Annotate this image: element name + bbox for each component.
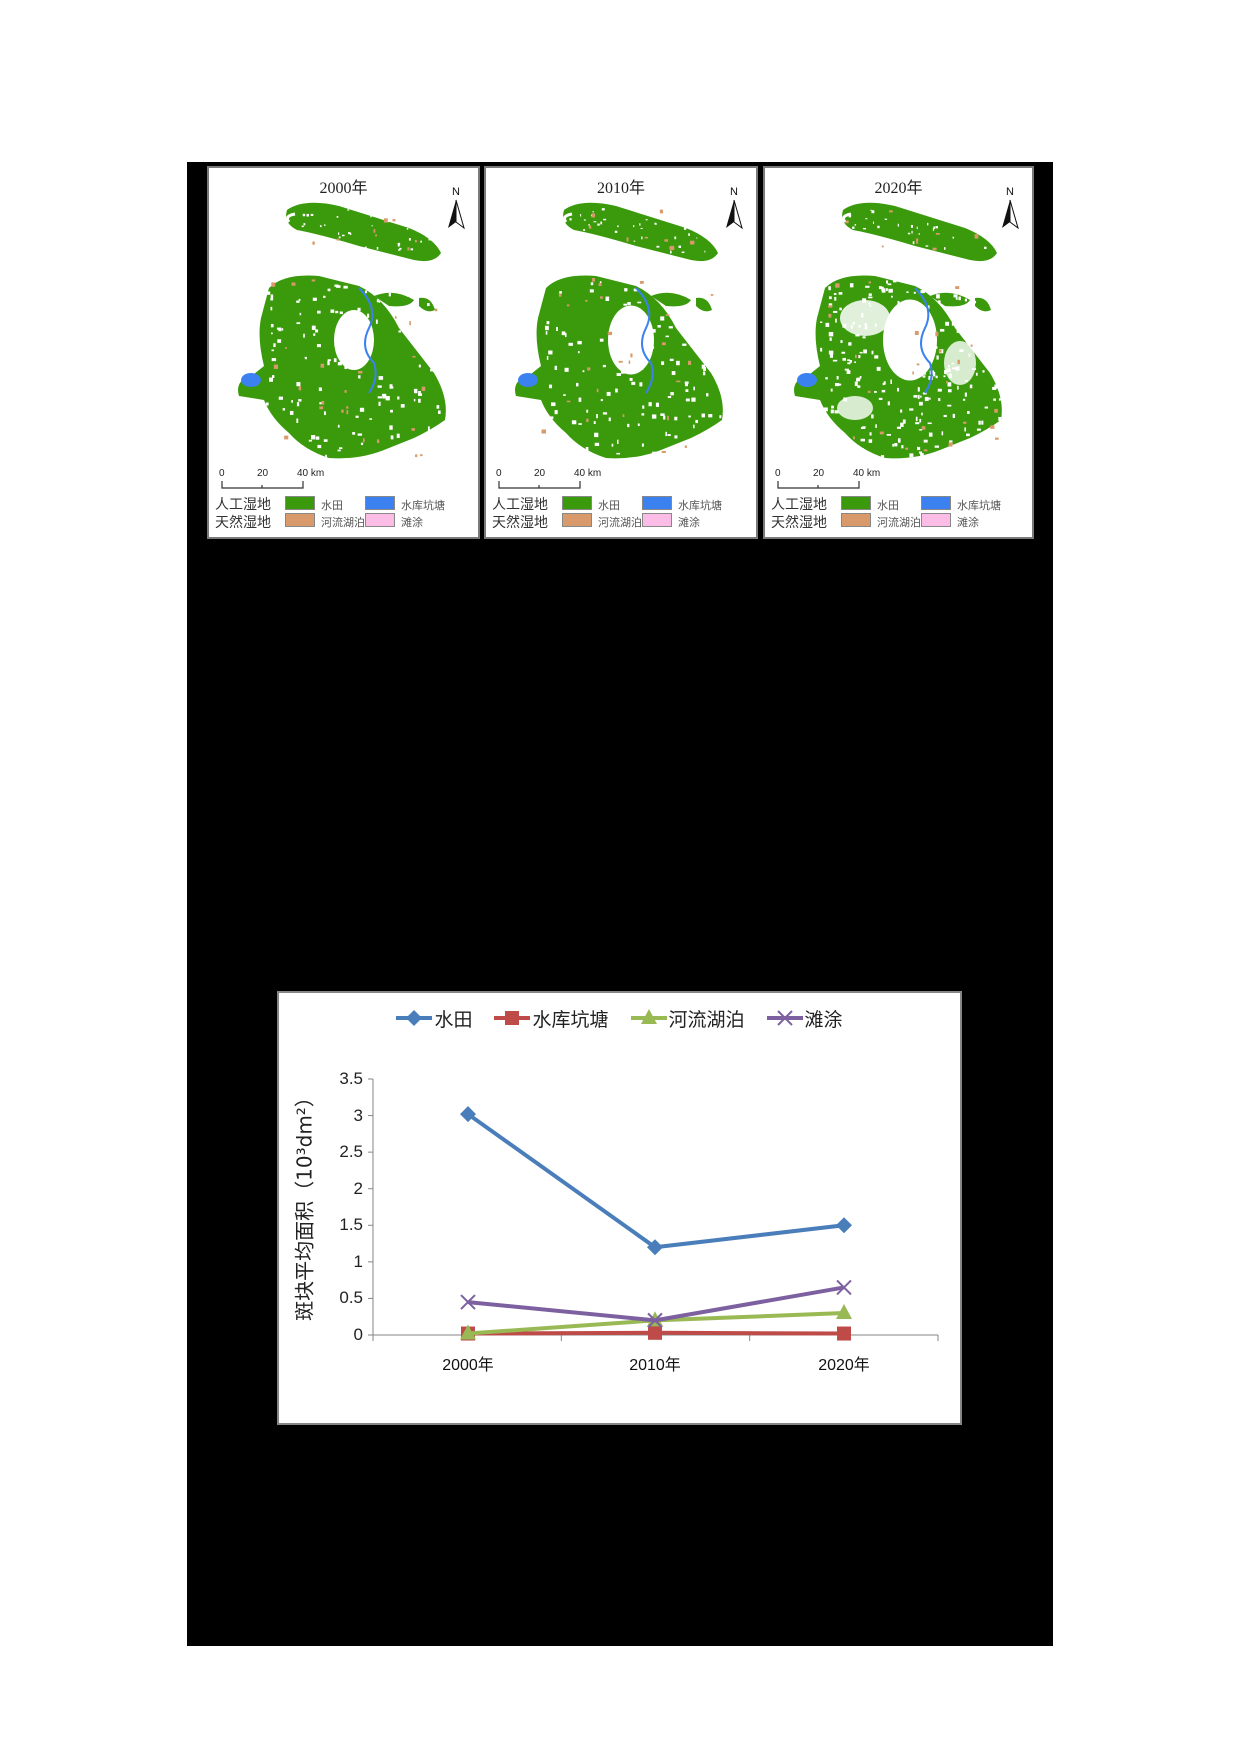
legend-item: 水田 <box>396 1003 472 1033</box>
legend-swatch <box>562 513 592 527</box>
map-title: 2000年 <box>319 180 368 197</box>
legend-category-artificial: 人工湿地 <box>215 497 271 513</box>
legend-label: 滩涂 <box>678 516 700 529</box>
legend-category-artificial: 人工湿地 <box>492 497 548 513</box>
legend-label: 河流湖泊 <box>668 1008 745 1031</box>
scale-bar: 0 20 40 km <box>775 468 885 492</box>
legend-label: 水田 <box>598 499 620 512</box>
chart-plot-area <box>368 1078 939 1341</box>
y-tick-label: 2.5 <box>339 1142 363 1162</box>
legend-swatch <box>642 513 672 527</box>
series-水田 <box>460 1106 852 1256</box>
north-arrow-icon: N <box>444 184 468 234</box>
legend-label: 水田 <box>321 499 343 512</box>
legend-item: 河流湖泊 <box>630 1003 745 1033</box>
x-tick-label: 2020年 <box>818 1357 870 1374</box>
legend-label: 水库坑塘 <box>678 499 722 512</box>
shanghai-wetland-map <box>238 202 446 459</box>
map-title: 2010年 <box>596 180 645 197</box>
svg-text:N: N <box>1006 186 1014 198</box>
y-tick-label: 0 <box>353 1325 363 1344</box>
map-legend: 人工湿地天然湿地 水田 水库坑塘河流湖泊 滩涂 <box>771 494 1026 534</box>
y-tick-label: 3.5 <box>339 1069 363 1088</box>
legend-category-artificial: 人工湿地 <box>771 497 827 513</box>
scale-bar: 0 20 40 km <box>496 468 606 492</box>
chart-legend: 水田 水库坑塘 河流湖泊 滩涂 <box>279 1003 960 1033</box>
series-滩涂 <box>460 1279 852 1329</box>
diamond-marker-icon <box>396 1010 433 1026</box>
map-panel-2000: 2000年 N 0 20 40 km 人工湿地天然湿地 水田 水库坑塘河流湖泊 滩涂 <box>207 166 480 539</box>
shanghai-wetland-map <box>794 202 1002 461</box>
map-legend: 人工湿地天然湿地 水田 水库坑塘河流湖泊 滩涂 <box>492 494 750 534</box>
y-tick-label: 1.5 <box>339 1215 363 1235</box>
legend-swatch <box>562 496 592 510</box>
legend-item: 滩涂 <box>766 1003 843 1033</box>
svg-text:N: N <box>730 186 738 198</box>
legend-category-natural: 天然湿地 <box>215 515 271 531</box>
legend-category-natural: 天然湿地 <box>492 515 548 531</box>
map-legend: 人工湿地天然湿地 水田 水库坑塘河流湖泊 滩涂 <box>215 494 472 534</box>
x-marker-icon <box>766 1010 803 1026</box>
legend-label: 水田 <box>877 499 899 512</box>
legend-label: 水田 <box>434 1008 473 1031</box>
legend-label: 河流湖泊 <box>877 516 921 529</box>
scale-bar: 0 20 40 km <box>219 468 329 492</box>
triangle-marker-icon <box>630 1009 667 1024</box>
map-title: 2020年 <box>874 180 923 197</box>
north-arrow-icon: N <box>722 184 746 234</box>
legend-swatch <box>841 496 871 510</box>
legend-swatch <box>642 496 672 510</box>
legend-swatch <box>285 496 315 510</box>
legend-label: 水库坑塘 <box>532 1008 609 1031</box>
legend-label: 河流湖泊 <box>321 516 365 529</box>
legend-swatch <box>365 496 395 510</box>
legend-label: 河流湖泊 <box>598 516 642 529</box>
legend-label: 滩涂 <box>804 1008 843 1031</box>
legend-swatch <box>365 513 395 527</box>
north-arrow-icon: N <box>998 184 1022 234</box>
legend-swatch <box>921 513 951 527</box>
legend-label: 滩涂 <box>401 516 423 529</box>
line-chart: 水田 水库坑塘 河流湖泊 滩涂 斑块平均面积（10³dm²） 0 0.5 1 1.5 2 2.5… <box>277 991 962 1425</box>
y-tick-label: 0.5 <box>339 1288 363 1308</box>
shanghai-wetland-map <box>515 202 724 459</box>
x-tick-label: 2000年 <box>442 1357 494 1374</box>
legend-category-natural: 天然湿地 <box>771 515 827 531</box>
legend-label: 水库坑塘 <box>401 499 445 512</box>
legend-swatch <box>841 513 871 527</box>
legend-swatch <box>921 496 951 510</box>
svg-text:N: N <box>452 186 460 198</box>
map-panel-2020: 2020年 N 0 20 40 km 人工湿地天然湿地 水田 水库坑塘河流湖泊 滩涂 <box>763 166 1034 539</box>
y-tick-label: 2 <box>353 1178 363 1198</box>
x-tick-label: 2010年 <box>629 1357 681 1374</box>
square-marker-icon <box>494 1011 531 1025</box>
y-tick-label: 3 <box>353 1105 363 1125</box>
legend-item: 水库坑塘 <box>494 1003 609 1033</box>
map-panel-2010: 2010年 N 0 20 40 km 人工湿地天然湿地 水田 水库坑塘河流湖泊 滩涂 <box>484 166 758 539</box>
y-tick-label: 1 <box>353 1251 363 1271</box>
legend-swatch <box>285 513 315 527</box>
legend-label: 滩涂 <box>957 516 979 529</box>
legend-label: 水库坑塘 <box>957 499 1001 512</box>
